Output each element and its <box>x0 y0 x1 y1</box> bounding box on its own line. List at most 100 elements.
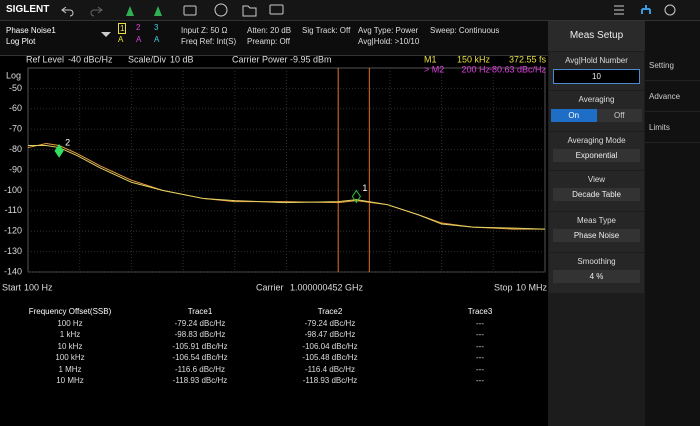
on-button[interactable]: On <box>551 109 597 122</box>
carrier-power-label: Carrier Power <box>232 56 288 64</box>
tab[interactable]: Limits <box>645 112 700 143</box>
ref-level: -40 dBc/Hz <box>68 56 113 64</box>
y-tick-label: -90 <box>9 164 22 174</box>
view-item[interactable]: View Decade Table <box>549 171 644 211</box>
measurement-name: Phase Noise1 <box>6 26 56 35</box>
averaging-label: Averaging <box>578 95 615 104</box>
smoothing-value[interactable]: 4 % <box>553 270 640 283</box>
ref-level-label: Ref Level <box>26 56 64 64</box>
averaging-item: Averaging On Off <box>549 91 644 131</box>
table-cell: -79.24 dBc/Hz <box>174 318 226 328</box>
trace <box>27 142 545 230</box>
status-item: Input Z: 50 Ω <box>181 26 228 35</box>
toolbar-icons <box>61 3 284 17</box>
marker-freq: 200 Hz <box>461 64 490 74</box>
trace-mode: A <box>136 35 142 44</box>
table-cell: -116.6 dBc/Hz <box>174 364 226 374</box>
tab[interactable]: Setting <box>645 50 700 81</box>
table-header: Frequency Offset(SSB) <box>28 307 112 316</box>
type-item[interactable]: Meas Type Phase Noise <box>549 212 644 252</box>
view-value[interactable]: Decade Table <box>553 188 640 201</box>
smoothing-item[interactable]: Smoothing 4 % <box>549 253 644 293</box>
trace-number: 3 <box>154 23 159 32</box>
marker-symbol <box>351 189 362 204</box>
camera-icon[interactable] <box>183 5 197 16</box>
type-value[interactable]: Phase Noise <box>553 229 640 242</box>
y-tick-label: -130 <box>4 246 22 256</box>
y-tick-label: -120 <box>4 226 22 236</box>
status-item: Sweep: Continuous <box>430 26 500 35</box>
redo-icon[interactable] <box>90 6 103 17</box>
folder-icon[interactable] <box>242 5 257 17</box>
dropdown-arrow[interactable] <box>100 31 112 39</box>
menu-icon[interactable] <box>614 5 624 15</box>
marker-label: 1 <box>362 183 367 193</box>
network-icon[interactable] <box>641 5 651 14</box>
trace-mode: A <box>154 35 160 44</box>
table-cell: -116.4 dBc/Hz <box>304 364 356 374</box>
scale-label: Scale/Div <box>128 56 167 64</box>
table-cell: -98.83 dBc/Hz <box>174 330 226 339</box>
tabs: Setting Advance Limits <box>645 21 700 426</box>
plot: -50 -60 -70 -80 -90 -100 -110 -120 -130 -140 Log Re… <box>2 56 548 292</box>
scale: 10 dB <box>170 56 194 64</box>
status-item: Atten: 20 dB <box>247 26 292 35</box>
table-header: Trace2 <box>317 307 343 316</box>
avg-hold-input[interactable]: 10 <box>553 69 640 84</box>
help-icon[interactable] <box>214 3 228 17</box>
top-bar: SIGLENT <box>0 0 700 21</box>
stop: 10 MHz <box>516 282 548 292</box>
system-icons <box>614 4 676 16</box>
marker-name: M1 <box>424 56 437 64</box>
trace-mode: A <box>118 35 124 44</box>
table-cell: --- <box>476 330 484 339</box>
trace-number: 2 <box>136 23 141 32</box>
peak-icon[interactable] <box>154 6 162 16</box>
y-tick-label: -60 <box>9 103 22 113</box>
marker-value: 372.55 fs <box>509 56 547 64</box>
table-cell: -106.54 dBc/Hz <box>172 353 228 362</box>
mode-value[interactable]: Exponential <box>553 149 640 162</box>
status-item: Preamp: Off <box>247 37 290 46</box>
table-cell: 100 Hz <box>57 318 83 328</box>
marker-name: > M2 <box>424 64 444 74</box>
mode-label: Averaging Mode <box>567 136 626 145</box>
averaging-toggle: On Off <box>551 109 642 122</box>
table-cell: --- <box>476 376 484 385</box>
marker-icon[interactable] <box>126 6 134 16</box>
table-cell: -106.04 dBc/Hz <box>302 341 358 351</box>
mode-item[interactable]: Averaging Mode Exponential <box>549 132 644 170</box>
avg-hold-item[interactable]: Avg|Hold Number 10 <box>549 52 644 90</box>
view-label: View <box>587 175 606 184</box>
table-cell: -79.24 dBc/Hz <box>304 318 356 328</box>
start: 100 Hz <box>24 282 53 292</box>
y-tick-label: -80 <box>9 144 22 154</box>
tab-spacer <box>645 21 700 50</box>
status-item: Freq Ref: Int(S) <box>181 37 237 46</box>
undo-icon[interactable] <box>61 6 74 17</box>
carrier-label: Carrier <box>256 282 284 292</box>
start-label: Start <box>2 282 22 292</box>
carrier-power: -9.95 dBm <box>290 56 332 64</box>
stop-label: Stop <box>494 282 513 292</box>
message-icon[interactable] <box>269 4 284 15</box>
table-cell: -105.48 dBc/Hz <box>302 353 358 362</box>
power-icon[interactable] <box>664 4 676 16</box>
status-item: Sig Track: Off <box>302 26 351 35</box>
table-cell: -118.93 dBc/Hz <box>172 376 228 385</box>
table-cell: 10 MHz <box>56 376 84 385</box>
trace <box>28 145 546 230</box>
table-cell: --- <box>476 353 484 362</box>
carrier: 1.000000452 GHz <box>290 282 364 292</box>
y-tick-label: -70 <box>9 124 22 134</box>
status-item: Avg Type: Power <box>358 26 419 35</box>
marker-symbol <box>54 143 64 158</box>
tab[interactable]: Advance <box>645 81 700 112</box>
y-tick-label: -110 <box>5 205 22 215</box>
off-button[interactable]: Off <box>596 109 642 122</box>
marker-value: -80.63 dBc/Hz <box>489 64 547 74</box>
view-name: Log Plot <box>6 37 36 46</box>
marker-label: 2 <box>65 137 70 147</box>
table-cell: 1 MHz <box>58 364 82 374</box>
